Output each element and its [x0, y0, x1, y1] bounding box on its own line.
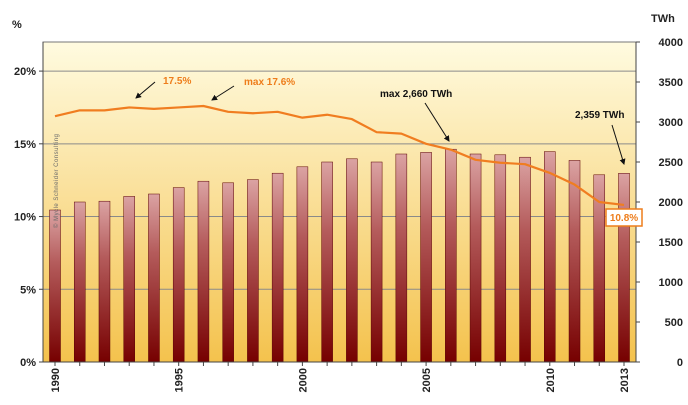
left-tick-label: 20%: [14, 66, 36, 78]
share-line-series: [54, 104, 625, 207]
bar: [197, 180, 210, 363]
left-axis: 0% 5% 10% 15% 20%: [14, 42, 44, 369]
bar: [172, 187, 185, 363]
right-tick-label: 0: [677, 357, 683, 369]
copyright-credit: © Mycle Schneider Consulting: [53, 134, 60, 228]
x-tick-label: 2000: [297, 368, 309, 392]
annotation-peak-share-1996: max 17.6%: [244, 77, 295, 88]
annotation-last-share-box: [605, 208, 643, 227]
left-tick-label: 5%: [20, 284, 36, 296]
left-tick-label: 0%: [20, 357, 36, 369]
annotations: 17.5% max 17.6% max 2,660 TWh 2,359 TWh …: [135, 76, 643, 227]
annotation-last-share: 10.8%: [610, 213, 638, 224]
right-tick-label: 4000: [659, 37, 683, 49]
x-tick-label: 1995: [174, 368, 186, 392]
annotation-arrow-last-twh: [611, 124, 626, 165]
left-tick-label: 10%: [14, 212, 36, 224]
bar: [395, 153, 408, 363]
right-axis: 0 500 1000 1500 2000 2500 3000 3500 4000: [635, 37, 683, 369]
right-tick-label: 500: [665, 317, 683, 329]
bar: [148, 193, 160, 363]
x-axis: 1990 1995 2000 2005 2010 2013: [43, 361, 636, 392]
x-tick-label: 2010: [545, 368, 557, 392]
bar: [321, 161, 333, 363]
bar: [519, 156, 531, 363]
plot-background: [42, 41, 637, 363]
right-tick-label: 2000: [659, 197, 683, 209]
bar: [469, 153, 482, 363]
bar: [370, 161, 383, 363]
bar: [222, 182, 234, 363]
right-tick-label: 2500: [659, 157, 683, 169]
bar: [247, 179, 259, 363]
right-tick-label: 3000: [659, 117, 683, 129]
left-tick-label: 15%: [14, 139, 36, 151]
bar: [544, 151, 556, 363]
annotation-arrow-1996: [211, 85, 235, 101]
left-axis-unit: %: [12, 19, 22, 31]
bar: [346, 158, 358, 363]
bar: [445, 148, 457, 363]
gridlines: [43, 70, 636, 290]
bars-series: [49, 148, 630, 363]
right-axis-unit: TWh: [651, 13, 675, 25]
annotation-peak-twh: max 2,660 TWh: [380, 89, 452, 100]
annotation-arrow-1993: [135, 81, 156, 99]
x-tick-label: 2013: [619, 368, 631, 392]
bar: [49, 209, 61, 363]
bar: [98, 200, 111, 363]
bar: [494, 154, 507, 363]
right-tick-label: 3500: [659, 77, 683, 89]
bar: [420, 152, 432, 363]
bar: [73, 201, 86, 363]
bar: [568, 160, 581, 363]
x-tick-label: 2005: [421, 368, 433, 392]
plot-area: [42, 41, 637, 363]
bar: [271, 172, 284, 363]
annotation-last-twh: 2,359 TWh: [575, 110, 624, 121]
share-line: [54, 104, 625, 207]
x-tick-label: 1990: [50, 368, 62, 392]
right-tick-label: 1500: [659, 237, 683, 249]
annotation-arrow-peak-twh: [424, 102, 450, 142]
right-tick-label: 1000: [659, 277, 683, 289]
bar: [123, 196, 135, 363]
bar: [296, 166, 309, 363]
bar: [618, 173, 630, 363]
annotation-peak-share-1993: 17.5%: [163, 76, 191, 87]
